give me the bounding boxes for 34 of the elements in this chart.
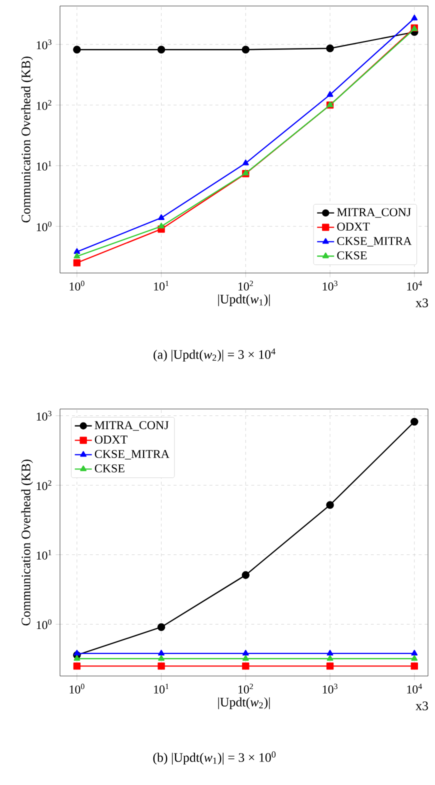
y-tick-label: 10$^{2}$ [36,480,52,490]
legend-label: MITRA_CONJ [94,421,169,431]
x-tick-label: 10$^{0}$ [70,684,84,694]
x-tick-label: 10$^{0}$ [70,280,84,291]
x-tick-label: 10$^{3}$ [322,280,338,290]
y-axis-title: Communication Overhead (KB) [21,460,33,626]
x-axis-title: |Updt(w$_{2}$)| [218,697,270,710]
y-axis-title: Communication Overhead (KB) [21,56,33,222]
legend-label: CKSE_MITRA [337,236,412,246]
x-tick-label: 10$^{3}$ [322,684,338,694]
x-tick-label: 10$^{2}$ [238,280,253,290]
y-tick-label: 10$^{0}$ [36,619,52,630]
text: x3 [416,298,428,308]
text: (b) |Updt(w$_{1}$)| = 3 × 10$^{0}$ [153,751,276,765]
y-tick-label: 10$^{3}$ [36,40,52,50]
y-tick-label: 10$^{1}$ [36,550,52,560]
x-tick-label: 10$^{2}$ [238,684,253,694]
text: x3 [416,702,428,710]
legend-label: CKSE [337,251,367,260]
y-tick-label: 10$^{0}$ [36,221,52,232]
y-tick-label: 10$^{1}$ [36,160,52,171]
y-tick-label: 10$^{2}$ [36,100,52,110]
legend-label: CKSE_MITRA [94,450,170,460]
text: (a) |Updt(w$_{2}$)| = 3 × 10$^{4}$ [154,348,276,362]
x-tick-label: 10$^{1}$ [154,684,169,694]
x-tick-label: 10$^{4}$ [407,684,422,694]
legend-label: MITRA_CONJ [337,208,411,218]
x-axis-title: |Updt(w$_{1}$)| [218,294,270,306]
y-tick-label: 10$^{3}$ [36,410,52,421]
legend-label: ODXT [337,222,370,231]
legend-label: ODXT [94,436,128,444]
x-tick-label: 10$^{1}$ [154,280,169,290]
x-tick-label: 10$^{4}$ [407,280,422,290]
legend-label: CKSE [94,464,124,472]
